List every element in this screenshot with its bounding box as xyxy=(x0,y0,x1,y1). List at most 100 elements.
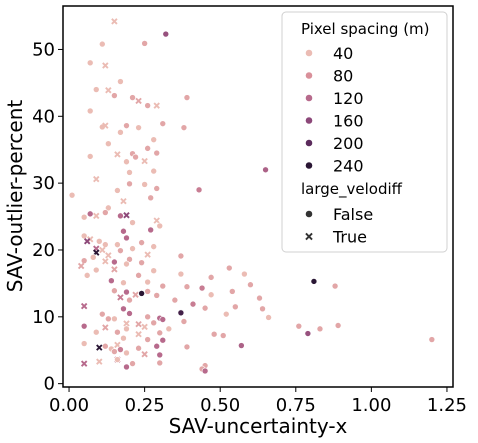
legend: Pixel spacing (m) 40 80 120 160 200 240 large… xyxy=(281,11,448,253)
data-point xyxy=(123,260,130,268)
data-point xyxy=(117,212,124,220)
data-point xyxy=(129,219,136,226)
data-point xyxy=(144,102,151,109)
data-point xyxy=(135,320,142,328)
data-point xyxy=(114,187,121,194)
plot-frame xyxy=(62,5,454,388)
x-tick-label: 1.25 xyxy=(427,395,467,416)
data-point xyxy=(225,264,233,272)
data-point xyxy=(259,305,266,313)
data-point xyxy=(126,180,133,188)
data-point xyxy=(117,294,124,301)
data-point xyxy=(68,191,76,199)
data-point xyxy=(162,30,170,38)
data-point xyxy=(180,124,188,131)
data-point xyxy=(89,254,97,261)
data-point xyxy=(316,325,324,333)
data-point xyxy=(210,330,218,338)
data-point xyxy=(147,194,154,202)
data-point xyxy=(102,62,109,69)
data-point xyxy=(138,239,145,246)
data-point xyxy=(86,107,94,115)
data-point xyxy=(92,328,100,336)
data-point xyxy=(144,251,151,258)
data-point xyxy=(156,222,164,230)
data-point xyxy=(156,359,164,367)
legend-hue-label: 80 xyxy=(333,67,353,86)
data-point xyxy=(129,245,136,252)
data-point xyxy=(141,157,148,165)
data-point xyxy=(114,151,121,158)
data-point xyxy=(150,243,157,250)
y-tick-label: 50 xyxy=(32,39,55,60)
data-point xyxy=(114,241,121,248)
data-point xyxy=(126,310,133,317)
data-point xyxy=(117,247,124,254)
data-point xyxy=(153,217,160,224)
data-point xyxy=(99,40,106,48)
data-point xyxy=(96,344,103,351)
data-point xyxy=(102,258,109,265)
legend-hue-marker xyxy=(305,49,313,57)
data-point xyxy=(219,332,227,339)
legend-style-label: False xyxy=(333,205,373,224)
legend-hue-marker xyxy=(305,94,313,102)
data-point xyxy=(86,59,94,67)
data-point xyxy=(120,227,127,235)
data-point xyxy=(123,211,130,219)
legend-hue-label: 40 xyxy=(333,44,353,63)
data-point xyxy=(222,310,230,318)
data-point xyxy=(156,329,164,337)
data-point xyxy=(135,330,142,338)
legend-hue-marker xyxy=(305,139,313,147)
data-point xyxy=(123,158,130,166)
legend-hue-marker xyxy=(305,161,313,170)
data-point xyxy=(95,237,103,245)
data-point xyxy=(159,282,167,290)
y-axis: 0 10 20 30 40 50 xyxy=(32,39,63,395)
x-tick-label: 1.00 xyxy=(351,395,391,416)
y-tick-label: 0 xyxy=(44,374,55,395)
points-layer xyxy=(68,18,436,375)
data-point xyxy=(295,322,303,330)
data-point xyxy=(177,270,185,278)
data-point xyxy=(150,167,157,175)
data-point xyxy=(102,324,109,331)
legend-hue-label: 120 xyxy=(333,89,364,108)
data-point xyxy=(201,367,209,375)
data-point xyxy=(147,226,154,234)
data-point xyxy=(111,287,118,295)
x-axis-label: SAV-uncertainty-x xyxy=(169,414,348,438)
data-point xyxy=(150,136,157,143)
data-point xyxy=(141,351,148,358)
data-point xyxy=(177,252,185,260)
y-axis-label: SAV-outlier-percent xyxy=(3,100,27,293)
data-point xyxy=(153,185,161,192)
data-point xyxy=(123,363,130,371)
data-point xyxy=(120,334,127,342)
data-point xyxy=(135,124,142,131)
data-point xyxy=(105,315,112,323)
legend-style-marker xyxy=(305,232,313,241)
data-point xyxy=(262,166,269,174)
legend-hue-marker xyxy=(305,71,313,80)
data-point xyxy=(153,102,160,109)
data-point xyxy=(105,140,112,147)
data-point xyxy=(102,241,109,248)
data-point xyxy=(141,40,148,47)
data-point xyxy=(99,310,106,318)
data-point xyxy=(153,342,161,350)
data-point xyxy=(183,343,191,351)
data-point xyxy=(114,356,121,363)
data-point xyxy=(80,213,88,221)
data-point xyxy=(207,291,215,299)
data-point xyxy=(105,252,112,259)
data-point xyxy=(144,313,151,321)
x-tick-label: 0.75 xyxy=(276,395,316,416)
data-point xyxy=(129,94,136,101)
data-point xyxy=(195,186,203,194)
data-point xyxy=(141,181,148,188)
data-point xyxy=(135,97,142,105)
data-point xyxy=(80,257,88,264)
data-point xyxy=(126,296,133,304)
